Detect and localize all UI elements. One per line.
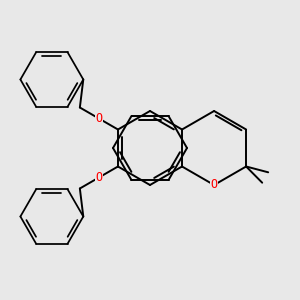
Text: O: O [95,171,103,184]
Text: O: O [211,178,218,191]
Text: O: O [95,112,103,125]
